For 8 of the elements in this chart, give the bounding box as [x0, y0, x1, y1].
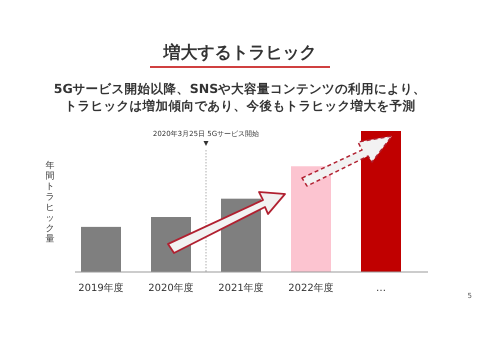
x-tick-label: 2021年度	[218, 282, 264, 294]
x-tick-label: 2020年度	[148, 282, 194, 294]
x-tick-label: 2019年度	[78, 282, 124, 294]
chart-subtitle: 5Gサービス開始以降、SNSや大容量コンテンツの利用により、トラヒックは増加傾向であり、今後もトラヒック増大を予測	[52, 80, 428, 114]
chart-title: 増大するトラヒック	[162, 42, 316, 63]
x-tick-label: 2022年度	[288, 282, 334, 294]
x-tick-label: …	[376, 283, 386, 294]
y-axis-title: 年間トラヒック量	[46, 160, 54, 244]
